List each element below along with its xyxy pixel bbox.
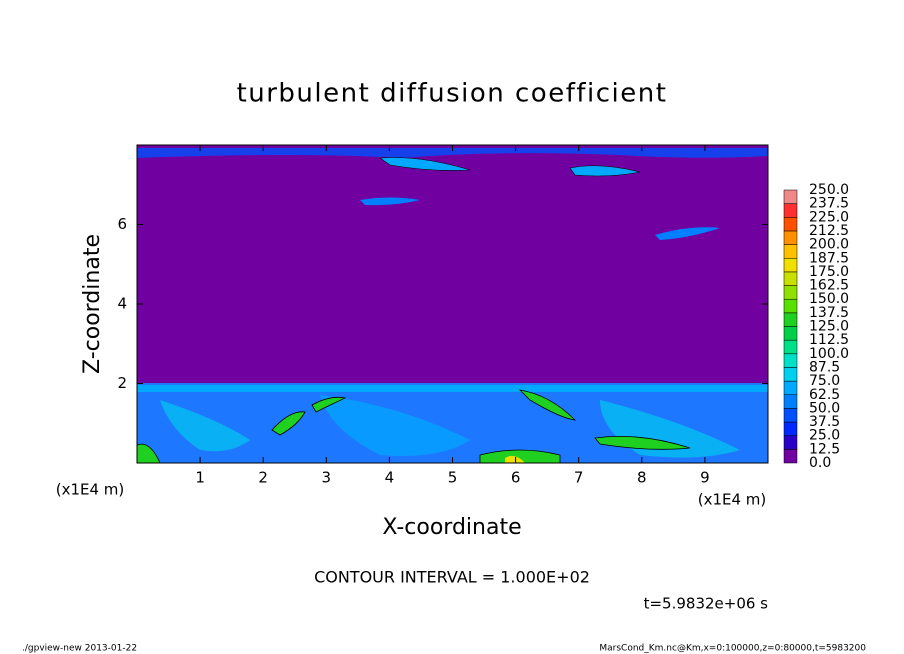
field-blob (271, 411, 306, 436)
colorbar-bin (783, 271, 798, 286)
colorbar-label: 25.0 (809, 428, 840, 444)
field-top-noise (137, 148, 768, 158)
chart-title: turbulent diffusion coefficient (237, 79, 668, 109)
x-tick-label: 3 (322, 469, 332, 487)
colorbar-label: 75.0 (809, 373, 840, 389)
x-tick-label: 6 (511, 469, 521, 487)
y-tick-label: 2 (117, 374, 127, 392)
colorbar-bin (783, 189, 798, 204)
field-top-blob (360, 197, 420, 206)
colorbar-label: 100.0 (809, 346, 849, 362)
x-tick-label: 4 (385, 469, 395, 487)
x-tick-label: 8 (637, 469, 647, 487)
colorbar-label: 225.0 (809, 209, 849, 225)
colorbar-bin (783, 258, 798, 273)
field (136, 145, 768, 464)
colorbar-bin (783, 408, 798, 423)
colorbar-label: 50.0 (809, 400, 840, 416)
colorbar-bin (783, 298, 798, 314)
x-tick-label: 7 (574, 469, 584, 487)
x-tick-label: 5 (448, 469, 458, 487)
field-patch (320, 395, 470, 456)
x-unit-label: (x1E4 m) (698, 491, 767, 509)
colorbar-bin (783, 312, 798, 327)
y-tick-label: 6 (117, 215, 127, 233)
field-band-edge (137, 385, 768, 392)
x-axis-label: X-coordinate (382, 515, 521, 540)
colorbar-label: 87.5 (809, 359, 840, 375)
colorbar-label: 250.0 (809, 182, 849, 198)
colorbar-bin (783, 353, 798, 368)
colorbar-label: 175.0 (809, 264, 849, 280)
colorbar-label: 125.0 (809, 319, 849, 335)
field-blob (311, 396, 347, 413)
colorbar-label: 37.5 (809, 414, 840, 430)
y-tick-label: 4 (117, 295, 127, 313)
colorbar-bin (783, 394, 798, 409)
colorbar-bin (783, 449, 798, 464)
field-blob (518, 389, 577, 421)
colorbar-bin (783, 285, 798, 300)
time-label: t=5.9832e+06 s (644, 595, 769, 613)
colorbar-bin (783, 217, 798, 232)
field-top-blob (569, 165, 641, 177)
x-tick-label: 9 (700, 469, 710, 487)
colorbar-bin (783, 380, 798, 396)
y-axis-label: Z-coordinate (80, 234, 105, 374)
colorbar-label: 162.5 (809, 278, 849, 294)
y-unit-label: (x1E4 m) (56, 481, 125, 499)
footer-left: ./gpview-new 2013-01-22 (22, 644, 137, 654)
colorbar-label: 212.5 (809, 223, 849, 239)
colorbar-label: 237.5 (809, 196, 849, 212)
colorbar-label: 62.5 (809, 387, 840, 403)
colorbar-bin (783, 421, 798, 436)
colorbar-bin (783, 326, 798, 341)
colorbar-bin (783, 230, 798, 245)
field-top-blob (379, 157, 471, 171)
field-blob (505, 455, 525, 463)
colorbar-bin (783, 203, 798, 218)
colorbar-bin (783, 244, 798, 259)
x-tick-label: 1 (195, 469, 205, 487)
footer-right: MarsCond_Km.nc@Km,x=0:100000,z=0:80000,t… (599, 644, 866, 654)
colorbar-bin (783, 435, 798, 450)
colorbar-label: 112.5 (809, 332, 849, 348)
field-patch (160, 400, 250, 452)
colorbar-label: 137.5 (809, 305, 849, 321)
colorbar-label: 200.0 (809, 237, 849, 253)
contour-interval: CONTOUR INTERVAL = 1.000E+02 (314, 568, 590, 587)
colorbar-label: 150.0 (809, 291, 849, 307)
field-blob (594, 435, 691, 450)
x-tick-label: 2 (258, 469, 268, 487)
colorbar-bin (783, 339, 798, 355)
colorbar-label: 0.0 (809, 455, 831, 471)
colorbar-bin (783, 367, 798, 382)
colorbar-label: 187.5 (809, 250, 849, 266)
colorbar-label: 12.5 (809, 441, 840, 457)
field-blob (479, 449, 561, 464)
field-top-blob (655, 227, 720, 240)
